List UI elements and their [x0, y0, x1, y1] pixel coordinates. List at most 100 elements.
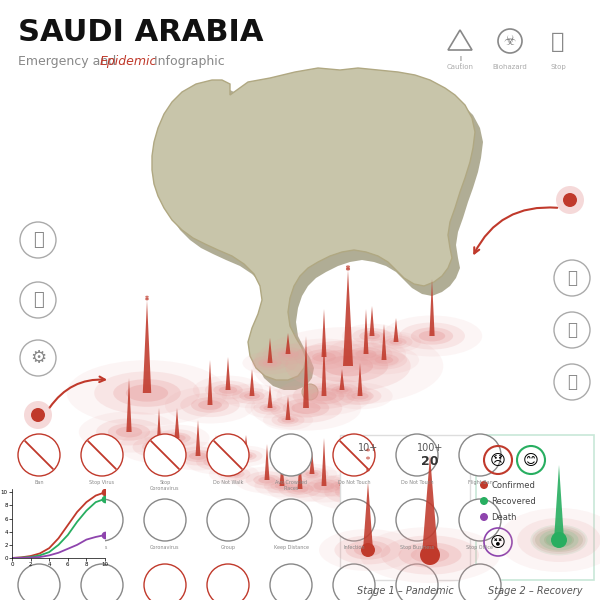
- Text: Flight Ban: Flight Ban: [467, 480, 493, 485]
- Text: 🤚: 🤚: [32, 231, 43, 249]
- Ellipse shape: [317, 380, 367, 400]
- Ellipse shape: [293, 383, 355, 409]
- Ellipse shape: [145, 298, 149, 299]
- Ellipse shape: [193, 376, 263, 404]
- Circle shape: [459, 499, 501, 541]
- Text: 🦠: 🦠: [567, 269, 577, 287]
- Polygon shape: [226, 357, 230, 390]
- Text: Keep Distance: Keep Distance: [274, 545, 308, 550]
- Ellipse shape: [355, 350, 377, 358]
- Ellipse shape: [275, 483, 289, 489]
- Ellipse shape: [366, 469, 370, 472]
- Ellipse shape: [312, 352, 336, 362]
- Ellipse shape: [148, 443, 170, 451]
- Polygon shape: [364, 309, 368, 354]
- Text: 100+: 100+: [417, 443, 443, 453]
- Ellipse shape: [263, 344, 313, 364]
- Ellipse shape: [411, 547, 449, 563]
- Text: Confirmed: Confirmed: [491, 481, 535, 490]
- Circle shape: [396, 499, 438, 541]
- Ellipse shape: [252, 356, 288, 370]
- Ellipse shape: [342, 323, 402, 349]
- Ellipse shape: [296, 467, 329, 481]
- Ellipse shape: [208, 459, 224, 465]
- Ellipse shape: [325, 480, 384, 504]
- Circle shape: [333, 434, 375, 476]
- Polygon shape: [363, 482, 373, 550]
- Ellipse shape: [385, 338, 407, 346]
- Text: Ban: Ban: [34, 480, 44, 485]
- Ellipse shape: [163, 433, 191, 443]
- Ellipse shape: [229, 449, 263, 463]
- Circle shape: [361, 543, 375, 557]
- Ellipse shape: [198, 400, 222, 410]
- Circle shape: [144, 499, 186, 541]
- Circle shape: [396, 564, 438, 600]
- Ellipse shape: [263, 406, 277, 411]
- Ellipse shape: [254, 475, 310, 497]
- Text: Emergency and: Emergency and: [18, 55, 120, 68]
- Ellipse shape: [227, 472, 241, 476]
- Ellipse shape: [245, 471, 289, 489]
- Circle shape: [31, 408, 45, 422]
- Polygon shape: [322, 438, 326, 486]
- Ellipse shape: [218, 467, 251, 481]
- Circle shape: [270, 434, 312, 476]
- Polygon shape: [286, 396, 290, 420]
- Ellipse shape: [116, 427, 142, 437]
- Text: Stop Business: Stop Business: [400, 545, 434, 550]
- Text: Group: Group: [221, 545, 235, 550]
- Ellipse shape: [371, 332, 421, 352]
- Circle shape: [81, 564, 123, 600]
- Ellipse shape: [94, 371, 200, 415]
- Text: ⚙: ⚙: [30, 349, 46, 367]
- Ellipse shape: [287, 464, 337, 484]
- Ellipse shape: [359, 331, 385, 341]
- Ellipse shape: [271, 413, 305, 427]
- Text: Animal Virus: Animal Virus: [23, 545, 55, 550]
- Ellipse shape: [209, 464, 259, 484]
- Ellipse shape: [346, 391, 374, 401]
- Polygon shape: [430, 279, 434, 336]
- Ellipse shape: [133, 436, 185, 458]
- Text: 🦠: 🦠: [567, 321, 577, 339]
- Ellipse shape: [271, 347, 305, 361]
- Polygon shape: [244, 435, 248, 456]
- Ellipse shape: [380, 335, 413, 349]
- Circle shape: [270, 499, 312, 541]
- Circle shape: [459, 564, 501, 600]
- Ellipse shape: [181, 393, 240, 417]
- Circle shape: [18, 564, 60, 600]
- Text: ☣: ☣: [504, 34, 516, 48]
- Ellipse shape: [331, 481, 353, 491]
- Polygon shape: [340, 457, 344, 486]
- Ellipse shape: [313, 482, 335, 490]
- Ellipse shape: [398, 542, 461, 568]
- Ellipse shape: [331, 386, 353, 394]
- Ellipse shape: [323, 356, 373, 376]
- Text: Do Not Walk: Do Not Walk: [213, 480, 243, 485]
- Ellipse shape: [281, 351, 295, 356]
- Polygon shape: [175, 408, 179, 438]
- Ellipse shape: [309, 473, 399, 511]
- Ellipse shape: [253, 475, 281, 485]
- Ellipse shape: [349, 346, 419, 374]
- Ellipse shape: [205, 380, 251, 400]
- Ellipse shape: [340, 343, 392, 365]
- Text: Coronavirus: Coronavirus: [150, 545, 180, 550]
- Ellipse shape: [183, 450, 213, 462]
- Ellipse shape: [301, 470, 323, 478]
- Text: Virus: Virus: [96, 545, 108, 550]
- Polygon shape: [268, 338, 272, 363]
- Polygon shape: [286, 333, 290, 354]
- Ellipse shape: [328, 383, 392, 409]
- Ellipse shape: [517, 518, 600, 562]
- Text: SAUDI ARABIA: SAUDI ARABIA: [18, 18, 263, 47]
- Ellipse shape: [196, 454, 236, 470]
- Polygon shape: [268, 385, 272, 408]
- Ellipse shape: [235, 467, 299, 493]
- Ellipse shape: [165, 386, 255, 424]
- Polygon shape: [554, 465, 564, 540]
- Text: Stage 1 – Pandemic: Stage 1 – Pandemic: [356, 586, 454, 596]
- Ellipse shape: [361, 350, 407, 370]
